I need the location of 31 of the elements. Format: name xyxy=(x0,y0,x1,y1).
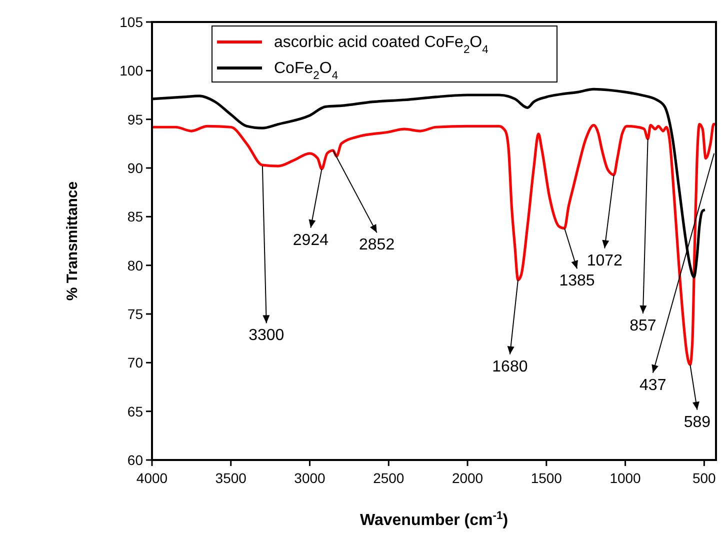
x-tick-label: 2500 xyxy=(373,470,404,486)
legend-label: CoFe$_{2}$O$_{4}$ xyxy=(274,60,338,82)
annotation: 1680 xyxy=(492,358,528,376)
y-tick-label: 75 xyxy=(127,306,144,322)
y-tick-label: 65 xyxy=(127,403,144,420)
x-tick-label: 4000 xyxy=(136,470,168,486)
y-tick-label: 70 xyxy=(127,354,144,371)
x-tick-label: 1000 xyxy=(610,470,642,486)
y-tick-label: 90 xyxy=(127,160,144,176)
y-tick-label: 105 xyxy=(120,14,144,30)
annotation: 437 xyxy=(640,376,666,394)
annotation: 1385 xyxy=(559,272,595,290)
x-tick-label: 2000 xyxy=(452,470,484,486)
x-tick-label: 3000 xyxy=(294,470,326,486)
y-tick-label: 60 xyxy=(127,452,144,468)
annotation: 1072 xyxy=(586,252,623,270)
y-tick-label: 85 xyxy=(127,208,144,225)
x-tick-label: 1500 xyxy=(530,470,562,486)
annotation: 589 xyxy=(684,414,711,431)
y-tick-label: 95 xyxy=(127,111,144,128)
x-axis-title: Wavenumber (cm$^{-1}$) xyxy=(360,510,508,529)
annotation: 2924 xyxy=(292,232,329,249)
annotation: 857 xyxy=(630,317,656,334)
x-tick-label: 3500 xyxy=(215,470,247,486)
legend-label: ascorbic acid coated CoFe$_{2}$O$_{4}$ xyxy=(274,34,488,56)
annotation: 2852 xyxy=(359,236,395,254)
y-tick-label: 80 xyxy=(127,257,144,274)
annotation: 3300 xyxy=(248,327,284,344)
y-tick-label: 100 xyxy=(120,62,144,79)
x-tick-label: 500 xyxy=(692,470,716,486)
y-axis-title: % Transmittance xyxy=(64,181,81,301)
